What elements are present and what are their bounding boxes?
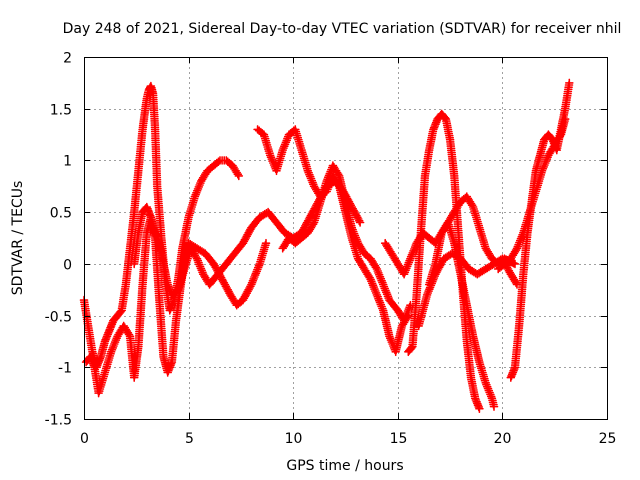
satellite-track-5 — [278, 161, 415, 325]
series-markers — [253, 125, 413, 357]
y-tick-label: -0.5 — [45, 310, 72, 326]
x-tick-label: 20 — [494, 431, 512, 447]
series-markers — [424, 218, 499, 411]
series-markers — [493, 114, 570, 274]
plot-frame — [84, 57, 608, 420]
y-tick-label: 0.5 — [50, 206, 72, 222]
data-series — [79, 78, 574, 413]
x-tick-label: 0 — [80, 431, 89, 447]
satellite-track-4 — [253, 125, 413, 357]
y-axis-label: SDTVAR / TECUs — [10, 181, 26, 296]
axis-ticks — [84, 57, 608, 420]
series-markers — [414, 249, 522, 331]
y-tick-label: 1.5 — [50, 103, 72, 119]
y-tick-label: 2 — [63, 51, 72, 67]
satellite-track-9 — [414, 249, 522, 331]
satellite-track-11 — [493, 114, 570, 274]
series-markers — [278, 161, 415, 325]
y-tick-label: 0 — [63, 258, 72, 274]
x-tick-label: 25 — [599, 431, 617, 447]
y-tick-label: -1 — [58, 361, 72, 377]
x-tick-label: 10 — [285, 431, 303, 447]
y-tick-label: -1.5 — [45, 413, 72, 429]
chart-title: Day 248 of 2021, Sidereal Day-to-day VTE… — [63, 21, 622, 37]
x-tick-label: 15 — [390, 431, 408, 447]
x-axis-label: GPS time / hours — [286, 458, 403, 474]
x-tick-label: 5 — [185, 431, 194, 447]
satellite-track-8 — [424, 218, 499, 411]
tick-labels: 0 5 10 15 20 25 -1.5 -1 -0.5 0 0.5 1 1.5 2 — [45, 51, 617, 448]
y-tick-label: 1 — [63, 154, 72, 170]
